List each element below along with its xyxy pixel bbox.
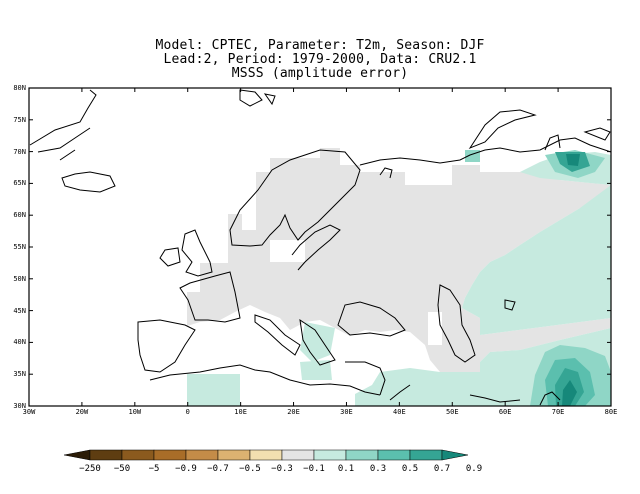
longitude-label: 80E xyxy=(604,408,618,416)
coastline-novaya-zemlya xyxy=(468,109,537,150)
latitude-label: 50N xyxy=(13,274,26,283)
colorbar-right-arrow xyxy=(441,449,469,461)
coastline-greenland xyxy=(29,89,97,161)
coastline-caspian xyxy=(437,284,476,363)
colorbar-label: 0.3 xyxy=(369,464,387,474)
colorbar-label: 0.9 xyxy=(465,464,483,474)
coastline-india xyxy=(539,391,561,406)
longitude-label: 30E xyxy=(340,408,353,416)
colorbar-swatch xyxy=(345,449,379,461)
latitude-label: 40N xyxy=(13,338,26,347)
longitude-label: 10E xyxy=(234,408,247,416)
longitude-label: 20E xyxy=(287,408,300,416)
latitude-label: 55N xyxy=(13,243,26,251)
coastline-black-sea xyxy=(337,301,406,337)
longitude-label: 10W xyxy=(128,408,142,416)
msss-white-gap-norway xyxy=(242,196,256,230)
colorbar-label: −250 xyxy=(79,464,101,474)
latitude-label: 80N xyxy=(13,84,26,92)
colorbar-label: −5 xyxy=(148,464,160,474)
coastline-france xyxy=(179,271,241,323)
colorbar-swatch xyxy=(217,449,251,461)
coastline-persian-gulf xyxy=(469,394,521,403)
coastline-arctic xyxy=(359,137,612,166)
coastline-aral xyxy=(504,299,516,311)
coastline-scandinavia xyxy=(229,149,361,247)
longitude-label: 70E xyxy=(551,408,565,416)
colorbar-label: −0.7 xyxy=(207,464,229,474)
colorbar-swatch xyxy=(185,449,219,461)
colorbar xyxy=(63,449,469,461)
msss-teal-africa xyxy=(187,374,240,406)
coastline-ireland xyxy=(159,247,181,267)
msss-darkest-teal-taymyr xyxy=(566,154,580,166)
coastline-iberia xyxy=(137,319,196,373)
colorbar-label: 0.5 xyxy=(401,464,419,474)
colorbar-swatch xyxy=(281,449,315,461)
msss-teal-aegean xyxy=(300,360,332,380)
colorbar-label: −50 xyxy=(113,464,131,474)
coastline-white-sea xyxy=(379,167,393,179)
colorbar-swatch xyxy=(121,449,155,461)
coastline-balkans xyxy=(299,318,336,366)
colorbar-swatch xyxy=(249,449,283,461)
coastline-italy xyxy=(254,314,301,356)
longitude-label: 30W xyxy=(22,408,36,416)
longitude-label: 60E xyxy=(498,408,512,416)
latitude-label: 35N xyxy=(13,370,26,379)
coastlines xyxy=(29,89,612,406)
map-title-line1: Model: CPTEC, Parameter: T2m, Season: DJ… xyxy=(155,38,485,53)
colorbar-label: −0.3 xyxy=(271,464,293,474)
latitude-label: 45N xyxy=(13,306,26,315)
longitude-label: 0 xyxy=(185,408,190,416)
msss-white-gap-denmark xyxy=(270,240,305,262)
latitude-label: 65N xyxy=(13,179,26,188)
coastline-north-africa xyxy=(149,364,381,396)
coastline-iceland xyxy=(61,171,116,193)
axis-ticks xyxy=(28,87,612,407)
longitude-label: 40E xyxy=(393,408,406,416)
colorbar-label: 0.1 xyxy=(337,464,355,474)
coastline-baltic xyxy=(291,224,341,271)
map-title-line3: MSSS (amplitude error) xyxy=(231,66,409,81)
colorbar-swatch xyxy=(313,449,347,461)
msss-darkest-teal-asia xyxy=(562,380,577,406)
longitude-label: 50E xyxy=(445,408,459,416)
latitude-label: 70N xyxy=(13,147,26,156)
colorbar-swatch xyxy=(89,449,123,461)
msss-grey-region xyxy=(187,148,611,372)
coastline-eastern-med xyxy=(345,361,386,396)
colorbar-label: 0.7 xyxy=(433,464,451,474)
colorbar-swatch xyxy=(153,449,187,461)
colorbar-swatch xyxy=(409,449,443,461)
latitude-label: 75N xyxy=(13,115,26,124)
coastline-red-sea xyxy=(389,384,411,401)
longitude-label: 20W xyxy=(75,408,89,416)
colorbar-label: −0.9 xyxy=(175,464,197,474)
coastline-britain xyxy=(181,229,213,277)
msss-teal-balkan xyxy=(300,322,335,362)
colorbar-label: −0.1 xyxy=(303,464,325,474)
colorbar-label: −0.5 xyxy=(239,464,261,474)
colorbar-left-arrow xyxy=(63,449,91,461)
msss-teal-east xyxy=(462,185,611,335)
coastline-severnaya xyxy=(583,127,611,141)
msss-white-gap-caspian xyxy=(428,312,442,345)
msss-field xyxy=(140,148,611,406)
map-title-line2: Lead:2, Period: 1979-2000, Data: CRU2.1 xyxy=(163,52,477,67)
latitude-label: 60N xyxy=(13,211,26,220)
latitude-label: 30N xyxy=(13,402,26,410)
msss-white-gap-iberia xyxy=(140,326,190,374)
coastline-yamal xyxy=(544,134,561,151)
coastline-svalbard xyxy=(239,89,276,107)
colorbar-swatch xyxy=(377,449,411,461)
